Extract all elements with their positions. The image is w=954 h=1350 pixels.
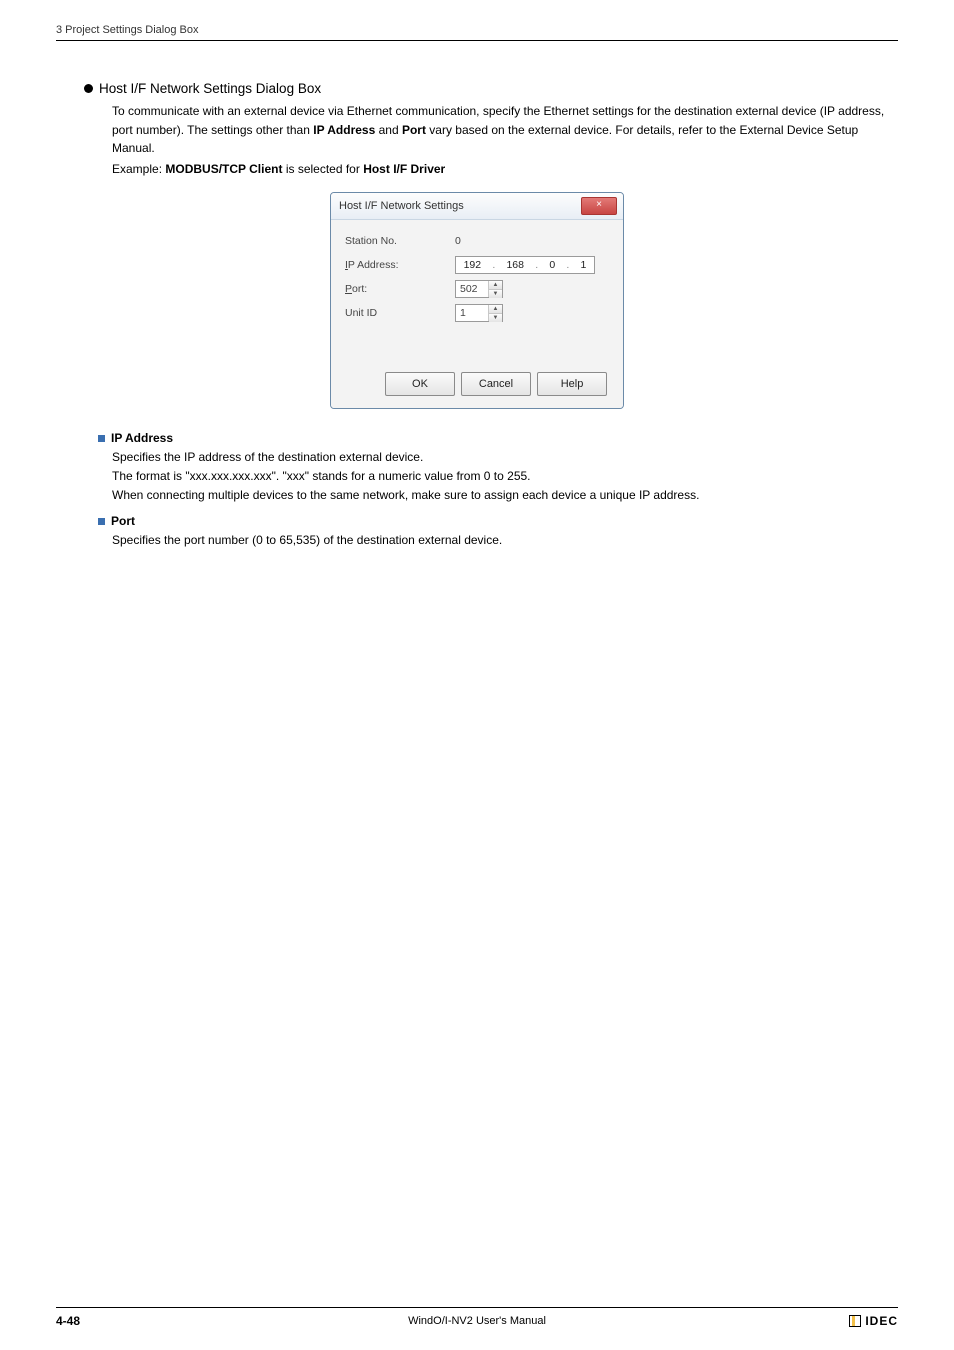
page-header: 3 Project Settings Dialog Box bbox=[56, 24, 898, 41]
unit-id-label: Unit ID bbox=[345, 307, 455, 319]
station-no-row: Station No. 0 bbox=[345, 230, 609, 252]
ip-octet-1[interactable]: 168 bbox=[506, 259, 524, 271]
ip-dot: . bbox=[535, 259, 538, 271]
ip-dot: . bbox=[566, 259, 569, 271]
port-heading: Port bbox=[98, 514, 898, 528]
ip-desc-line-2: The format is "xxx.xxx.xxx.xxx". "xxx" s… bbox=[112, 467, 898, 486]
ip-octet-0[interactable]: 192 bbox=[464, 259, 482, 271]
port-spinner[interactable]: 502 ▲▼ bbox=[455, 280, 503, 298]
manual-title: WindO/I-NV2 User's Manual bbox=[56, 1315, 898, 1327]
intro-paragraph: To communicate with an external device v… bbox=[112, 102, 888, 158]
station-no-label: Station No. bbox=[345, 235, 455, 247]
station-no-value: 0 bbox=[455, 235, 461, 247]
intro-bold-ip: IP Address bbox=[313, 123, 375, 137]
chevron-up-icon[interactable]: ▲ bbox=[489, 281, 502, 290]
unit-id-value[interactable]: 1 bbox=[456, 305, 488, 321]
example-prefix: Example: bbox=[112, 162, 165, 176]
page-footer: 4-48 WindO/I-NV2 User's Manual IDEC bbox=[56, 1307, 898, 1328]
dialog-body: Station No. 0 IP Address: 192. 168. 0. 1… bbox=[331, 220, 623, 408]
ok-button[interactable]: OK bbox=[385, 372, 455, 396]
example-line: Example: MODBUS/TCP Client is selected f… bbox=[112, 160, 888, 179]
ip-desc-line-3: When connecting multiple devices to the … bbox=[112, 486, 898, 505]
port-label: Port: bbox=[345, 283, 455, 295]
bullet-icon bbox=[84, 84, 93, 93]
host-if-network-settings-dialog: Host I/F Network Settings × Station No. … bbox=[330, 192, 624, 409]
unit-id-spinner-arrows[interactable]: ▲▼ bbox=[488, 305, 502, 321]
ip-label-rest: P Address: bbox=[348, 259, 399, 271]
section-title: Host I/F Network Settings Dialog Box bbox=[99, 81, 321, 96]
intro-bold-port: Port bbox=[402, 123, 426, 137]
ip-desc-line-1: Specifies the IP address of the destinat… bbox=[112, 448, 898, 467]
unit-id-row: Unit ID 1 ▲▼ bbox=[345, 302, 609, 324]
dialog-title: Host I/F Network Settings bbox=[339, 200, 464, 212]
port-label-rest: ort: bbox=[352, 283, 367, 295]
ip-address-item: IP Address Specifies the IP address of t… bbox=[98, 431, 898, 504]
port-desc-line-1: Specifies the port number (0 to 65,535) … bbox=[112, 531, 898, 550]
ip-octet-3[interactable]: 1 bbox=[580, 259, 586, 271]
ip-address-input[interactable]: 192. 168. 0. 1 bbox=[455, 256, 595, 274]
dialog-button-row: OK Cancel Help bbox=[345, 372, 609, 396]
unit-id-spinner[interactable]: 1 ▲▼ bbox=[455, 304, 503, 322]
ip-address-title: IP Address bbox=[111, 431, 173, 445]
ip-address-heading: IP Address bbox=[98, 431, 898, 445]
dialog-titlebar: Host I/F Network Settings × bbox=[331, 193, 623, 220]
ip-address-label: IP Address: bbox=[345, 259, 455, 271]
intro-text-mid: and bbox=[375, 123, 402, 137]
port-item: Port Specifies the port number (0 to 65,… bbox=[98, 514, 898, 550]
example-bold-1: MODBUS/TCP Client bbox=[165, 162, 282, 176]
port-label-accel: P bbox=[345, 283, 352, 295]
chevron-down-icon[interactable]: ▼ bbox=[489, 314, 502, 322]
cancel-button[interactable]: Cancel bbox=[461, 372, 531, 396]
ip-address-row: IP Address: 192. 168. 0. 1 bbox=[345, 254, 609, 276]
port-value[interactable]: 502 bbox=[456, 281, 488, 297]
logo-box-icon bbox=[849, 1315, 861, 1327]
square-marker-icon bbox=[98, 518, 105, 525]
port-desc: Specifies the port number (0 to 65,535) … bbox=[112, 531, 898, 550]
ip-octet-2[interactable]: 0 bbox=[549, 259, 555, 271]
help-button[interactable]: Help bbox=[537, 372, 607, 396]
example-bold-2: Host I/F Driver bbox=[363, 162, 445, 176]
example-mid: is selected for bbox=[282, 162, 363, 176]
close-button[interactable]: × bbox=[581, 197, 617, 215]
section-heading-row: Host I/F Network Settings Dialog Box bbox=[84, 81, 898, 96]
ip-address-desc: Specifies the IP address of the destinat… bbox=[112, 448, 898, 504]
chevron-down-icon[interactable]: ▼ bbox=[489, 290, 502, 298]
square-marker-icon bbox=[98, 435, 105, 442]
ip-dot: . bbox=[492, 259, 495, 271]
chevron-up-icon[interactable]: ▲ bbox=[489, 305, 502, 314]
port-title: Port bbox=[111, 514, 135, 528]
port-row: Port: 502 ▲▼ bbox=[345, 278, 609, 300]
port-spinner-arrows[interactable]: ▲▼ bbox=[488, 281, 502, 297]
